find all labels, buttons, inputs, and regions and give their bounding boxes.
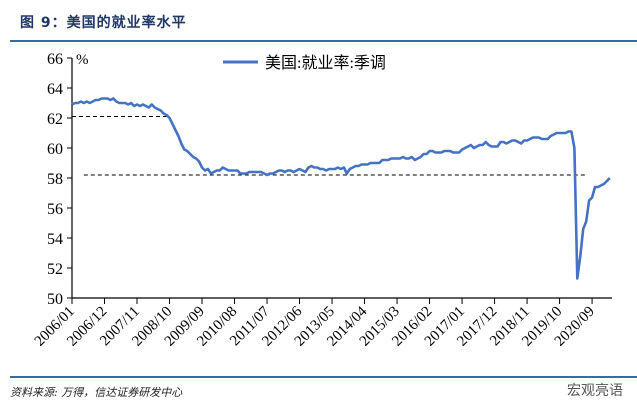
legend-label: 美国:就业率:季调 [265, 54, 386, 72]
y-tick-label: 56 [47, 201, 63, 218]
y-tick-label: 52 [47, 261, 63, 278]
source-note: 资料来源: 万得，信达证券研发中心 [10, 386, 183, 399]
y-tick-label: 64 [47, 81, 63, 98]
y-tick-label: 66 [47, 51, 63, 68]
y-tick-label: 50 [47, 291, 63, 308]
chart-title: 图 9：美国的就业率水平 [20, 15, 187, 31]
y-unit-label: % [76, 52, 89, 68]
bottom-divider [10, 376, 637, 378]
y-tick-label: 58 [47, 171, 63, 188]
watermark: 宏观亮语 [567, 383, 623, 399]
series-line [71, 97, 611, 280]
y-tick-label: 60 [47, 141, 63, 158]
top-divider [10, 40, 637, 42]
y-tick-label: 62 [47, 111, 63, 128]
y-tick-label: 54 [47, 231, 63, 248]
